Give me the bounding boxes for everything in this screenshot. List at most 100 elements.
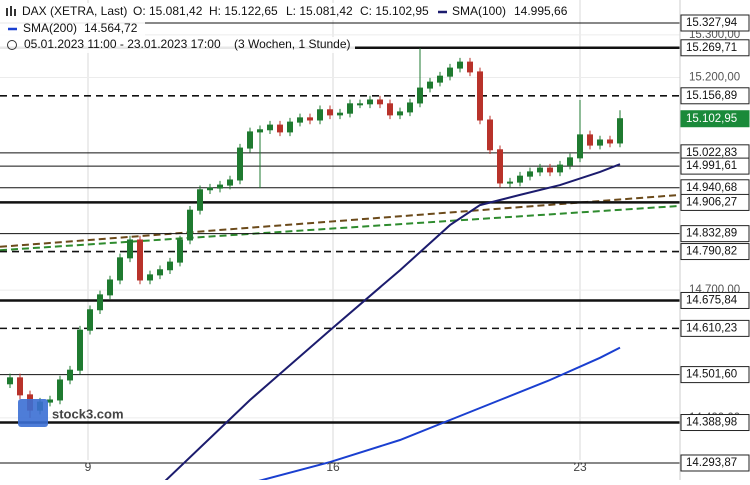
level-label: 14.293,87	[686, 457, 737, 469]
level-label: 14.501,60	[686, 369, 737, 381]
watermark-text: stock3.com	[52, 406, 124, 421]
level-label-box	[680, 193, 750, 211]
trend-line	[0, 204, 680, 252]
candle-body	[487, 119, 493, 151]
candle-body	[207, 187, 213, 191]
candle-body	[117, 257, 123, 281]
level-label-box	[680, 454, 750, 472]
instrument-icon	[6, 6, 16, 16]
level-label-box	[680, 225, 750, 243]
candle-body	[227, 179, 233, 186]
level-label: 14.940,68	[686, 182, 737, 194]
candle-body	[437, 75, 443, 83]
legend-value: 14.564,72	[84, 21, 138, 35]
candle-body	[267, 124, 273, 131]
candle-body	[447, 67, 453, 77]
level-label: 15.022,83	[686, 147, 737, 159]
candle-body	[547, 167, 553, 173]
level-label: 14.790,82	[686, 246, 737, 258]
level-label-box	[680, 243, 750, 261]
legend-label: SMA(100)	[452, 4, 506, 18]
candle-body	[67, 369, 73, 381]
legend-label: SMA(200)	[23, 21, 77, 35]
candle-body	[87, 309, 93, 331]
grid	[0, 0, 680, 460]
candle-body	[587, 134, 593, 146]
candle-body	[7, 377, 13, 385]
level-label: 14.675,84	[686, 294, 738, 306]
quote: C: 15.102,95	[360, 4, 429, 18]
sma-line	[258, 346, 621, 480]
candle-body	[557, 164, 563, 173]
candle-body	[97, 294, 103, 311]
header-bg	[0, 20, 145, 37]
candle-body	[307, 117, 313, 121]
candle-body	[527, 171, 533, 177]
candle-body	[607, 139, 613, 144]
x-tick-label: 16	[326, 460, 340, 474]
candle-body	[77, 329, 83, 371]
candle-body	[217, 184, 223, 189]
level-label: 14.832,89	[686, 228, 737, 240]
watermark: stock3.com	[18, 399, 124, 427]
x-tick-label: 23	[573, 460, 587, 474]
candle-body	[177, 239, 183, 263]
candle-body	[167, 261, 173, 271]
level-label: 14.991,61	[686, 160, 737, 172]
candle-body	[297, 117, 303, 123]
candle-body	[277, 124, 283, 133]
candle-body	[57, 379, 63, 401]
candle-body	[567, 157, 573, 166]
level-label: 15.327,94	[686, 17, 738, 29]
level-label: 15.269,71	[686, 42, 737, 54]
level-label: 15.102,95	[686, 113, 737, 125]
header-bg	[0, 3, 575, 20]
candle-body	[357, 103, 363, 106]
header-bg	[0, 37, 355, 53]
plot-area	[0, 22, 680, 480]
candle-body	[197, 189, 203, 211]
candle-body	[597, 139, 603, 146]
candle-body	[397, 111, 403, 116]
candle-body	[577, 134, 583, 159]
level-label-box	[680, 110, 750, 128]
level-label-box	[680, 87, 750, 105]
candle-body	[367, 99, 373, 105]
level-label: 14.906,27	[686, 196, 737, 208]
candle-body	[327, 109, 333, 116]
candle-body	[247, 131, 253, 149]
quote: L: 15.081,42	[286, 4, 353, 18]
candle-body	[497, 149, 503, 184]
candle-body	[107, 279, 113, 296]
candle-body	[457, 61, 463, 69]
sma-line	[164, 163, 621, 480]
y-tick-label: 15.300,00	[689, 29, 740, 41]
candle-body	[407, 102, 413, 113]
quote: O: 15.081,42	[133, 4, 203, 18]
candle-body	[617, 118, 623, 144]
level-label-box	[680, 39, 750, 57]
level-label: 15.156,89	[686, 90, 737, 102]
candle-body	[127, 239, 133, 259]
candle-body	[387, 103, 393, 116]
candle-body	[17, 377, 23, 396]
watermark-logo	[18, 399, 48, 427]
candle-body	[377, 99, 383, 105]
span: (3 Wochen, 1 Stunde)	[234, 37, 351, 51]
candle-body	[147, 274, 153, 281]
x-tick-label: 9	[85, 460, 92, 474]
candle-body	[507, 181, 513, 184]
candle-body	[347, 103, 353, 114]
candle-body	[477, 71, 483, 121]
instrument: DAX (XETRA, Last)	[22, 4, 127, 18]
level-label-box	[680, 366, 750, 384]
level-label-box	[680, 14, 750, 32]
candle-body	[537, 167, 543, 173]
candle-body	[287, 121, 293, 133]
trend-line	[0, 193, 680, 248]
quote: H: 15.122,65	[209, 4, 278, 18]
y-tick-label: 15.200,00	[689, 71, 740, 83]
period: 05.01.2023 11:00 - 23.01.2023 17:00	[24, 37, 221, 51]
candle-body	[157, 269, 163, 276]
candle-body	[417, 87, 423, 104]
